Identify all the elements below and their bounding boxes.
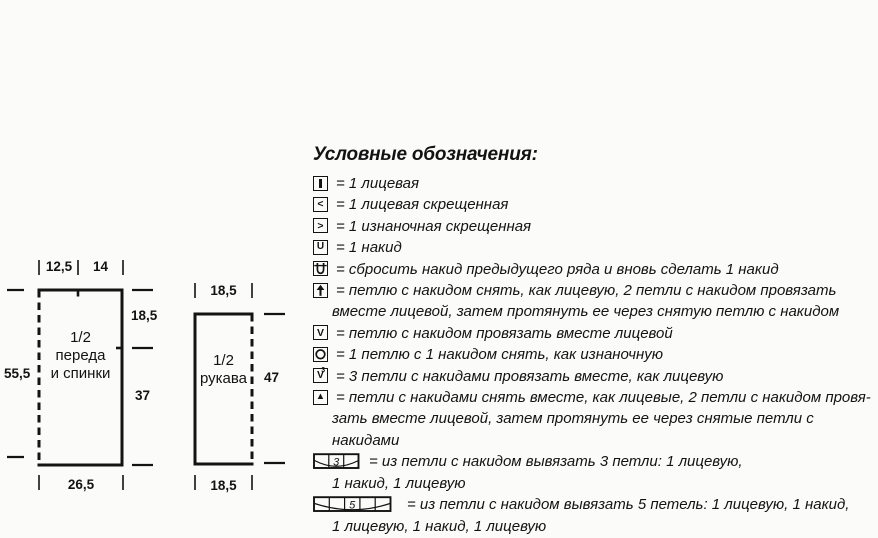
svg-text:3: 3 <box>333 457 340 469</box>
dim-front-left: 55,5 <box>4 366 31 381</box>
drop-yarn-over-icon <box>313 261 328 277</box>
dim-sleeve-top: 18,5 <box>210 283 237 298</box>
knit-tog-icon: V <box>313 325 328 341</box>
up-arrow-icon <box>313 282 328 298</box>
sleeve-label: 1/2 рукава <box>199 352 248 387</box>
dim-front-top-right: 14 <box>92 259 109 274</box>
legend-row: U = 1 накид <box>313 237 878 258</box>
legend-row: 5 = из петли с накидом вывязать 5 петель… <box>313 494 878 537</box>
legend-title: Условные обозначения: <box>313 144 538 165</box>
yarn-over-icon: U <box>313 239 328 255</box>
front-back-outline <box>7 260 153 490</box>
legend-row: > = 1 изнаночная скрещенная <box>313 216 878 237</box>
legend-row: = сбросить накид предыдущего ряда и внов… <box>313 259 878 280</box>
legend-row: 3 = из петли с накидом вывязать 3 петли:… <box>313 451 878 494</box>
legend-row: < = 1 лицевая скрещенная <box>313 194 878 215</box>
dim-front-right-lower: 37 <box>135 388 151 403</box>
purl-crossed-icon: > <box>313 218 328 234</box>
k3tog-icon: V 3 <box>313 367 328 384</box>
dim-sleeve-right: 47 <box>264 370 280 385</box>
front-back-label: 1/2 переда и спинки <box>50 329 111 382</box>
legend-row: ▲ = петли с накидами снять вместе, как л… <box>313 387 878 451</box>
dim-sleeve-bottom: 18,5 <box>210 478 237 493</box>
legend-row: = 1 лицевая <box>313 173 878 194</box>
legend: Условные обозначения: = 1 лицевая < = 1 … <box>313 144 878 537</box>
dim-front-right-upper: 18,5 <box>131 308 158 323</box>
legend-row: = петлю с накидом снять, как лицевую, 2 … <box>313 280 878 323</box>
knit-stitch-icon <box>313 175 328 191</box>
sleeve-outline <box>193 283 285 490</box>
legend-row: V = петлю с накидом провязать вместе лиц… <box>313 323 878 344</box>
dim-front-top-left: 12,5 <box>45 259 73 274</box>
circle-icon <box>313 346 328 362</box>
legend-row: = 1 петлю с 1 накидом снять, как изнаноч… <box>313 344 878 365</box>
make5-box-icon: 5 <box>313 496 392 519</box>
svg-text:5: 5 <box>349 499 356 511</box>
filled-triangle-icon: ▲ <box>313 389 328 405</box>
legend-row: V 3 = 3 петли с накидами провязать вмест… <box>313 366 878 387</box>
knit-crossed-icon: < <box>313 196 328 212</box>
make3-box-icon: 3 <box>313 453 360 476</box>
dim-front-bottom: 26,5 <box>67 477 95 492</box>
